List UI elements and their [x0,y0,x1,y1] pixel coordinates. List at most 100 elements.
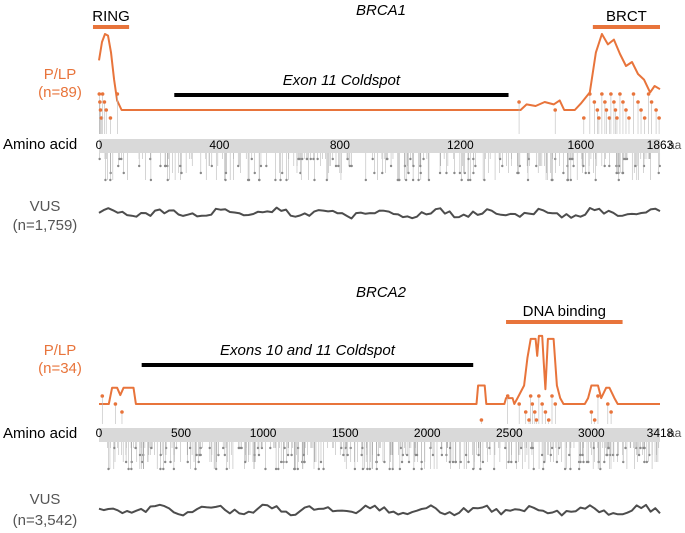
axis-band [99,428,660,442]
vus-dot [104,178,107,182]
plp-dot [530,402,535,406]
plp-dot [517,402,521,406]
vus-dot [107,467,110,471]
brca1-vus-label: VUS [30,198,61,215]
vus-dot [407,171,410,175]
plp-dot [102,100,107,104]
brca2-vus-count: (n=3,542) [13,512,78,529]
vus-dot [541,467,545,471]
vus-dot [237,164,240,168]
vus-dot [621,171,625,175]
vus-dot [504,446,507,450]
vus-dot [608,164,611,168]
vus-dot [488,446,491,450]
vus-dot [555,460,559,464]
plp-dot [97,92,102,96]
plp-dot [657,116,661,120]
vus-dot [188,446,192,450]
vus-dot [438,171,442,175]
vus-dot [224,171,228,175]
brca1-plot: RING BRCT Exon 11 Coldspot 0 400 800 1200 1600 1… [92,8,674,220]
vus-dot [657,171,660,175]
vus-dot [120,157,123,161]
vus-dot [570,157,574,161]
vus-dot [639,446,642,450]
vus-dot [472,171,475,175]
vus-dot [316,157,319,161]
vus-dot [214,467,218,471]
vus-dot [186,460,189,464]
vus-dot [375,467,378,471]
vus-dot [453,171,456,175]
vus-dot [440,446,443,450]
brca2-title: BRCA2 [356,284,407,301]
tick-label: 1500 [332,426,359,440]
vus-dot [172,467,176,471]
plp-dot [100,394,105,398]
vus-dot [199,171,203,175]
vus-dot [519,446,523,450]
vus-dot [346,157,349,161]
vus-dot [445,171,448,175]
vus-dot [259,164,263,168]
vus-dot [371,157,374,161]
vus-dot [597,460,600,464]
vus-dot [127,467,130,471]
vus-dot [637,453,641,457]
brca1-axis-label: Amino acid [3,136,77,153]
vus-dot [507,460,510,464]
vus-dot [563,467,567,471]
vus-dot [274,467,278,471]
vus-dot [415,453,419,457]
plp-dot [654,108,658,112]
plp-dot [631,92,636,96]
vus-dot [404,178,408,182]
vus-dot [350,164,353,168]
vus-dot [448,446,452,450]
vus-dot [568,157,572,161]
vus-dot [472,157,475,161]
plp-dot [649,100,654,104]
plp-dot [479,418,484,422]
plp-dot [595,108,600,112]
vus-dot [269,446,272,450]
plp-density-line [99,334,660,405]
vus-dot [517,171,520,175]
vus-dot [577,467,581,471]
vus-dot [197,460,200,464]
vus-dot [615,171,618,175]
plp-dot [609,410,613,414]
vus-dot [451,460,455,464]
vus-dot [572,164,575,168]
vus-dot [361,446,364,450]
brca2-axis-label: Amino acid [3,425,77,442]
vus-dot [360,453,363,457]
vus-dot [296,446,300,450]
vus-dot [431,453,435,457]
vus-dot [221,446,225,450]
vus-dot [317,467,321,471]
vus-dot [540,453,544,457]
vus-dot [164,164,167,168]
brca1-panel: BRCA1 P/LP (n=89) Amino acid VUS (n=1,75… [3,2,682,234]
vus-dot [224,178,227,182]
vus-dot [469,178,472,182]
vus-dot [584,171,587,175]
vus-dot [526,178,530,182]
vus-dot [309,157,312,161]
plp-dot [627,116,631,120]
vus-dot [240,446,243,450]
vus-dot [346,453,349,457]
vus-dot [389,164,393,168]
vus-dot [253,171,256,175]
plp-dot [115,92,120,96]
vus-dot [353,467,357,471]
vus-dot [459,460,462,464]
vus-dot [642,446,645,450]
vus-dot [334,164,338,168]
plp-dot [592,100,597,104]
brca2-plp-count: (n=34) [38,360,82,377]
vus-dot [159,164,162,168]
vus-dot [223,453,227,457]
brca2-plot: DNA binding Exons 10 and 11 Coldspot 0 500 1… [96,303,674,517]
